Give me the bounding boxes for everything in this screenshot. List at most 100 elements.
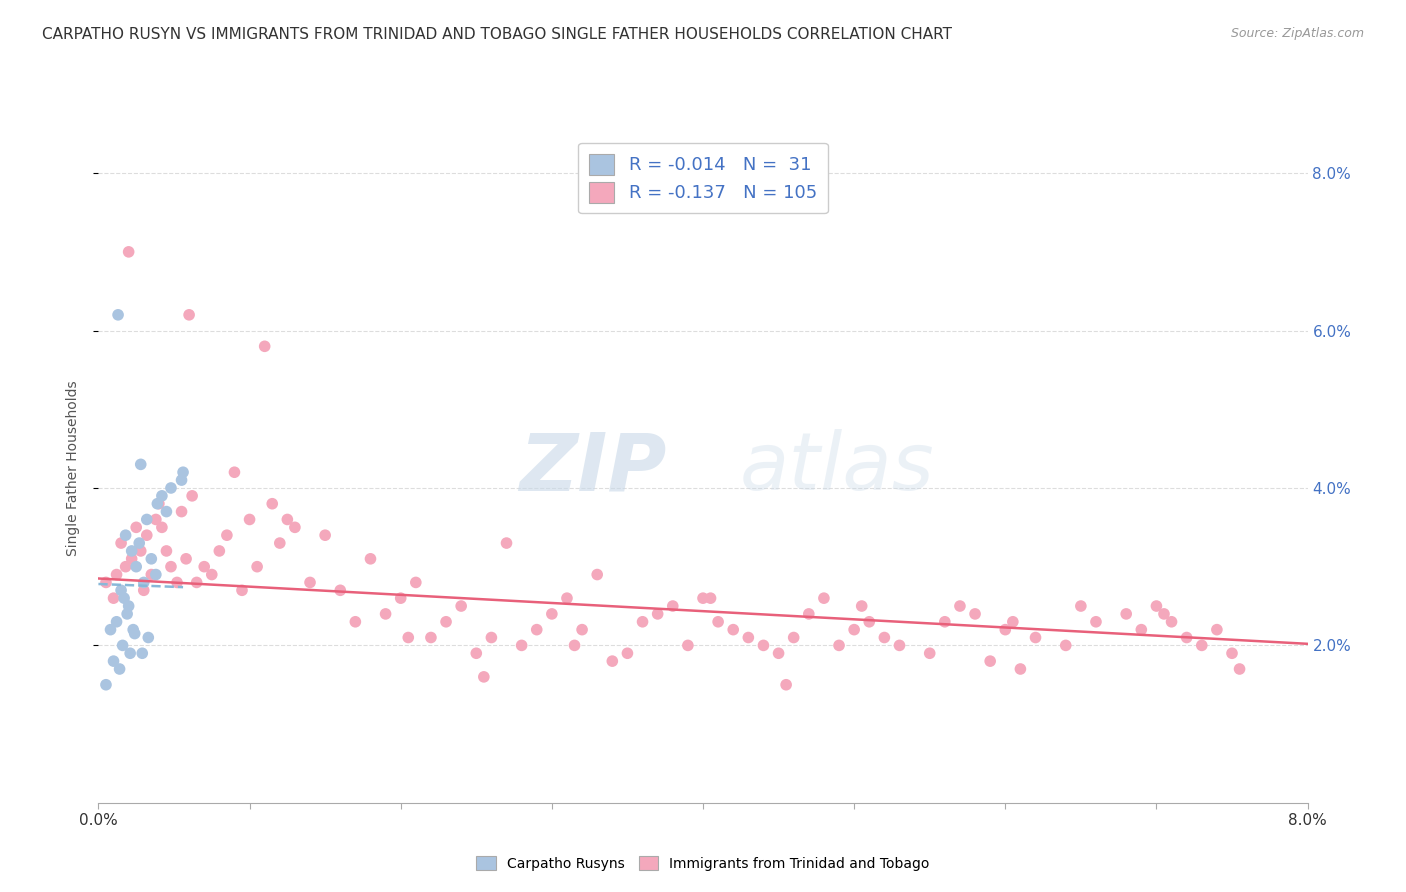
Point — [1085, 615, 1108, 629]
Point — [148, 497, 170, 511]
Point — [526, 623, 548, 637]
Point — [934, 615, 956, 629]
Point — [174, 551, 197, 566]
Point — [723, 623, 745, 637]
Point — [160, 559, 183, 574]
Point — [111, 639, 134, 653]
Point — [103, 591, 125, 606]
Point — [114, 559, 136, 574]
Point — [344, 615, 367, 629]
Point — [858, 615, 880, 629]
Point — [239, 512, 262, 526]
Point — [122, 623, 145, 637]
Legend: R = -0.014   N =  31, R = -0.137   N = 105: R = -0.014 N = 31, R = -0.137 N = 105 — [578, 143, 828, 213]
Point — [269, 536, 291, 550]
Point — [889, 639, 911, 653]
Point — [586, 567, 609, 582]
Point — [775, 678, 797, 692]
Point — [737, 631, 759, 645]
Point — [571, 623, 593, 637]
Y-axis label: Single Father Households: Single Father Households — [66, 381, 80, 556]
Point — [112, 591, 135, 606]
Point — [450, 599, 472, 613]
Point — [360, 551, 382, 566]
Point — [994, 623, 1017, 637]
Point — [420, 631, 443, 645]
Point — [405, 575, 427, 590]
Point — [246, 559, 269, 574]
Point — [145, 567, 167, 582]
Point — [155, 544, 177, 558]
Point — [172, 465, 194, 479]
Point — [105, 615, 128, 629]
Point — [692, 591, 714, 606]
Point — [136, 631, 159, 645]
Point — [145, 512, 167, 526]
Point — [160, 481, 183, 495]
Point — [105, 567, 128, 582]
Point — [284, 520, 307, 534]
Point — [389, 591, 412, 606]
Point — [396, 631, 419, 645]
Point — [1024, 631, 1046, 645]
Point — [276, 512, 298, 526]
Point — [631, 615, 654, 629]
Point — [231, 583, 253, 598]
Point — [150, 520, 173, 534]
Point — [132, 575, 155, 590]
Point — [1175, 631, 1198, 645]
Text: CARPATHO RUSYN VS IMMIGRANTS FROM TRINIDAD AND TOBAGO SINGLE FATHER HOUSEHOLDS C: CARPATHO RUSYN VS IMMIGRANTS FROM TRINID… — [42, 27, 952, 42]
Point — [110, 583, 132, 598]
Point — [768, 646, 790, 660]
Point — [918, 646, 941, 660]
Point — [1153, 607, 1175, 621]
Point — [114, 528, 136, 542]
Point — [110, 536, 132, 550]
Point — [851, 599, 873, 613]
Point — [150, 489, 173, 503]
Point — [135, 512, 157, 526]
Point — [873, 631, 896, 645]
Point — [314, 528, 336, 542]
Point — [253, 339, 276, 353]
Point — [782, 631, 804, 645]
Point — [374, 607, 396, 621]
Point — [262, 497, 284, 511]
Point — [120, 646, 142, 660]
Point — [465, 646, 488, 660]
Point — [193, 559, 215, 574]
Point — [616, 646, 638, 660]
Point — [124, 626, 146, 640]
Point — [1070, 599, 1092, 613]
Point — [146, 497, 169, 511]
Point — [1191, 639, 1213, 653]
Point — [141, 567, 163, 582]
Point — [107, 308, 129, 322]
Point — [128, 536, 150, 550]
Point — [94, 575, 117, 590]
Legend: Carpatho Rusyns, Immigrants from Trinidad and Tobago: Carpatho Rusyns, Immigrants from Trinida… — [471, 850, 935, 876]
Point — [1010, 662, 1032, 676]
Point — [135, 528, 157, 542]
Point — [1054, 639, 1077, 653]
Point — [1130, 623, 1153, 637]
Point — [100, 623, 122, 637]
Point — [949, 599, 972, 613]
Point — [1115, 607, 1137, 621]
Point — [752, 639, 775, 653]
Point — [434, 615, 457, 629]
Point — [201, 567, 224, 582]
Point — [1206, 623, 1229, 637]
Text: Source: ZipAtlas.com: Source: ZipAtlas.com — [1230, 27, 1364, 40]
Point — [121, 551, 143, 566]
Point — [797, 607, 820, 621]
Point — [979, 654, 1001, 668]
Point — [541, 607, 564, 621]
Point — [155, 505, 177, 519]
Point — [564, 639, 586, 653]
Point — [208, 544, 231, 558]
Point — [129, 458, 152, 472]
Point — [118, 244, 141, 259]
Point — [121, 544, 143, 558]
Point — [1146, 599, 1168, 613]
